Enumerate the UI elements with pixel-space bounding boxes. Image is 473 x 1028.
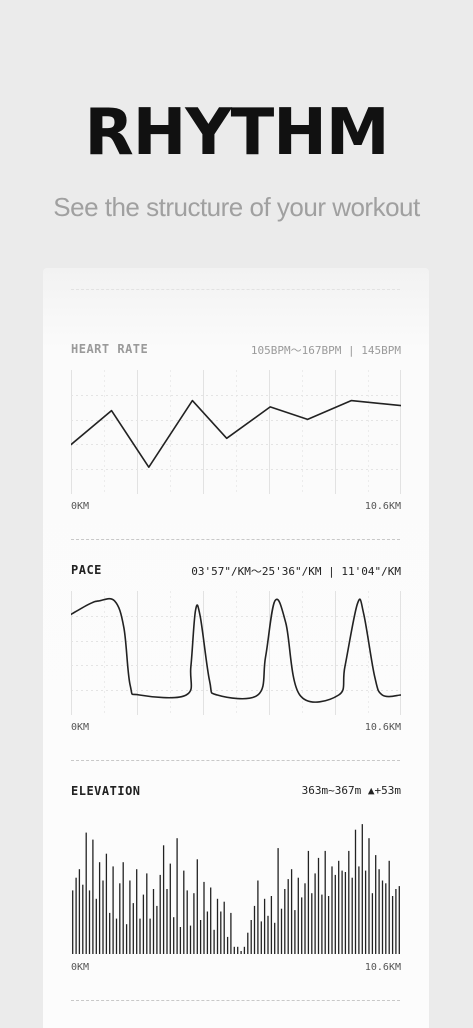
heart-rate-range-summary: 105BPM～167BPM | 145BPM [251,342,401,358]
pace-chart [71,591,401,715]
elevation-x-start: 0KM [71,962,90,973]
pace-grid [71,591,401,715]
pace-section: PACE 03'57"/KM～25'36"/KM | 11'04"/KM 0KM… [71,563,401,761]
heart-rate-divider [71,539,400,540]
elevation-chart [72,824,400,954]
elevation-section: ELEVATION 363m~367m ▲+53m 0KM 10.6KM [71,784,401,1004]
heart-rate-separator: | [348,344,355,357]
pace-average: 11'04"/KM [341,565,401,578]
pace-divider [71,760,400,761]
pace-title: PACE [71,563,102,577]
heart-rate-average: 145BPM [361,344,401,357]
elevation-range: 363m~367m [301,784,362,797]
elevation-divider [71,1000,400,1001]
heart-rate-chart [71,370,401,494]
heart-rate-range: 105BPM～167BPM [250,344,342,357]
elevation-title: ELEVATION [71,784,141,798]
pace-series-line [71,597,401,703]
pace-x-start: 0KM [71,722,90,733]
elevation-x-end: 10.6KM [364,962,401,973]
workout-card: HEART RATE 105BPM～167BPM | 145BPM 0KM 10… [43,268,429,1028]
elevation-gain: ▲+53m [367,784,401,797]
heart-rate-x-start: 0KM [71,501,90,512]
pace-range: 03'57"/KM～25'36"/KM [191,565,322,578]
pace-x-end: 10.6KM [364,722,401,733]
heart-rate-section: HEART RATE 105BPM～167BPM | 145BPM 0KM 10… [71,342,401,540]
heart-rate-x-end: 10.6KM [364,501,401,512]
card-top-divider [71,289,400,290]
page-title: RHYTHM [84,96,389,170]
pace-range-summary: 03'57"/KM～25'36"/KM | 11'04"/KM [191,563,401,579]
heart-rate-title: HEART RATE [71,342,149,356]
page-subtitle: See the structure of your workout [53,192,420,222]
elevation-range-summary: 363m~367m ▲+53m [302,784,401,797]
heart-rate-grid [71,370,401,494]
heart-rate-series-line [71,399,401,468]
pace-separator: | [328,565,335,578]
